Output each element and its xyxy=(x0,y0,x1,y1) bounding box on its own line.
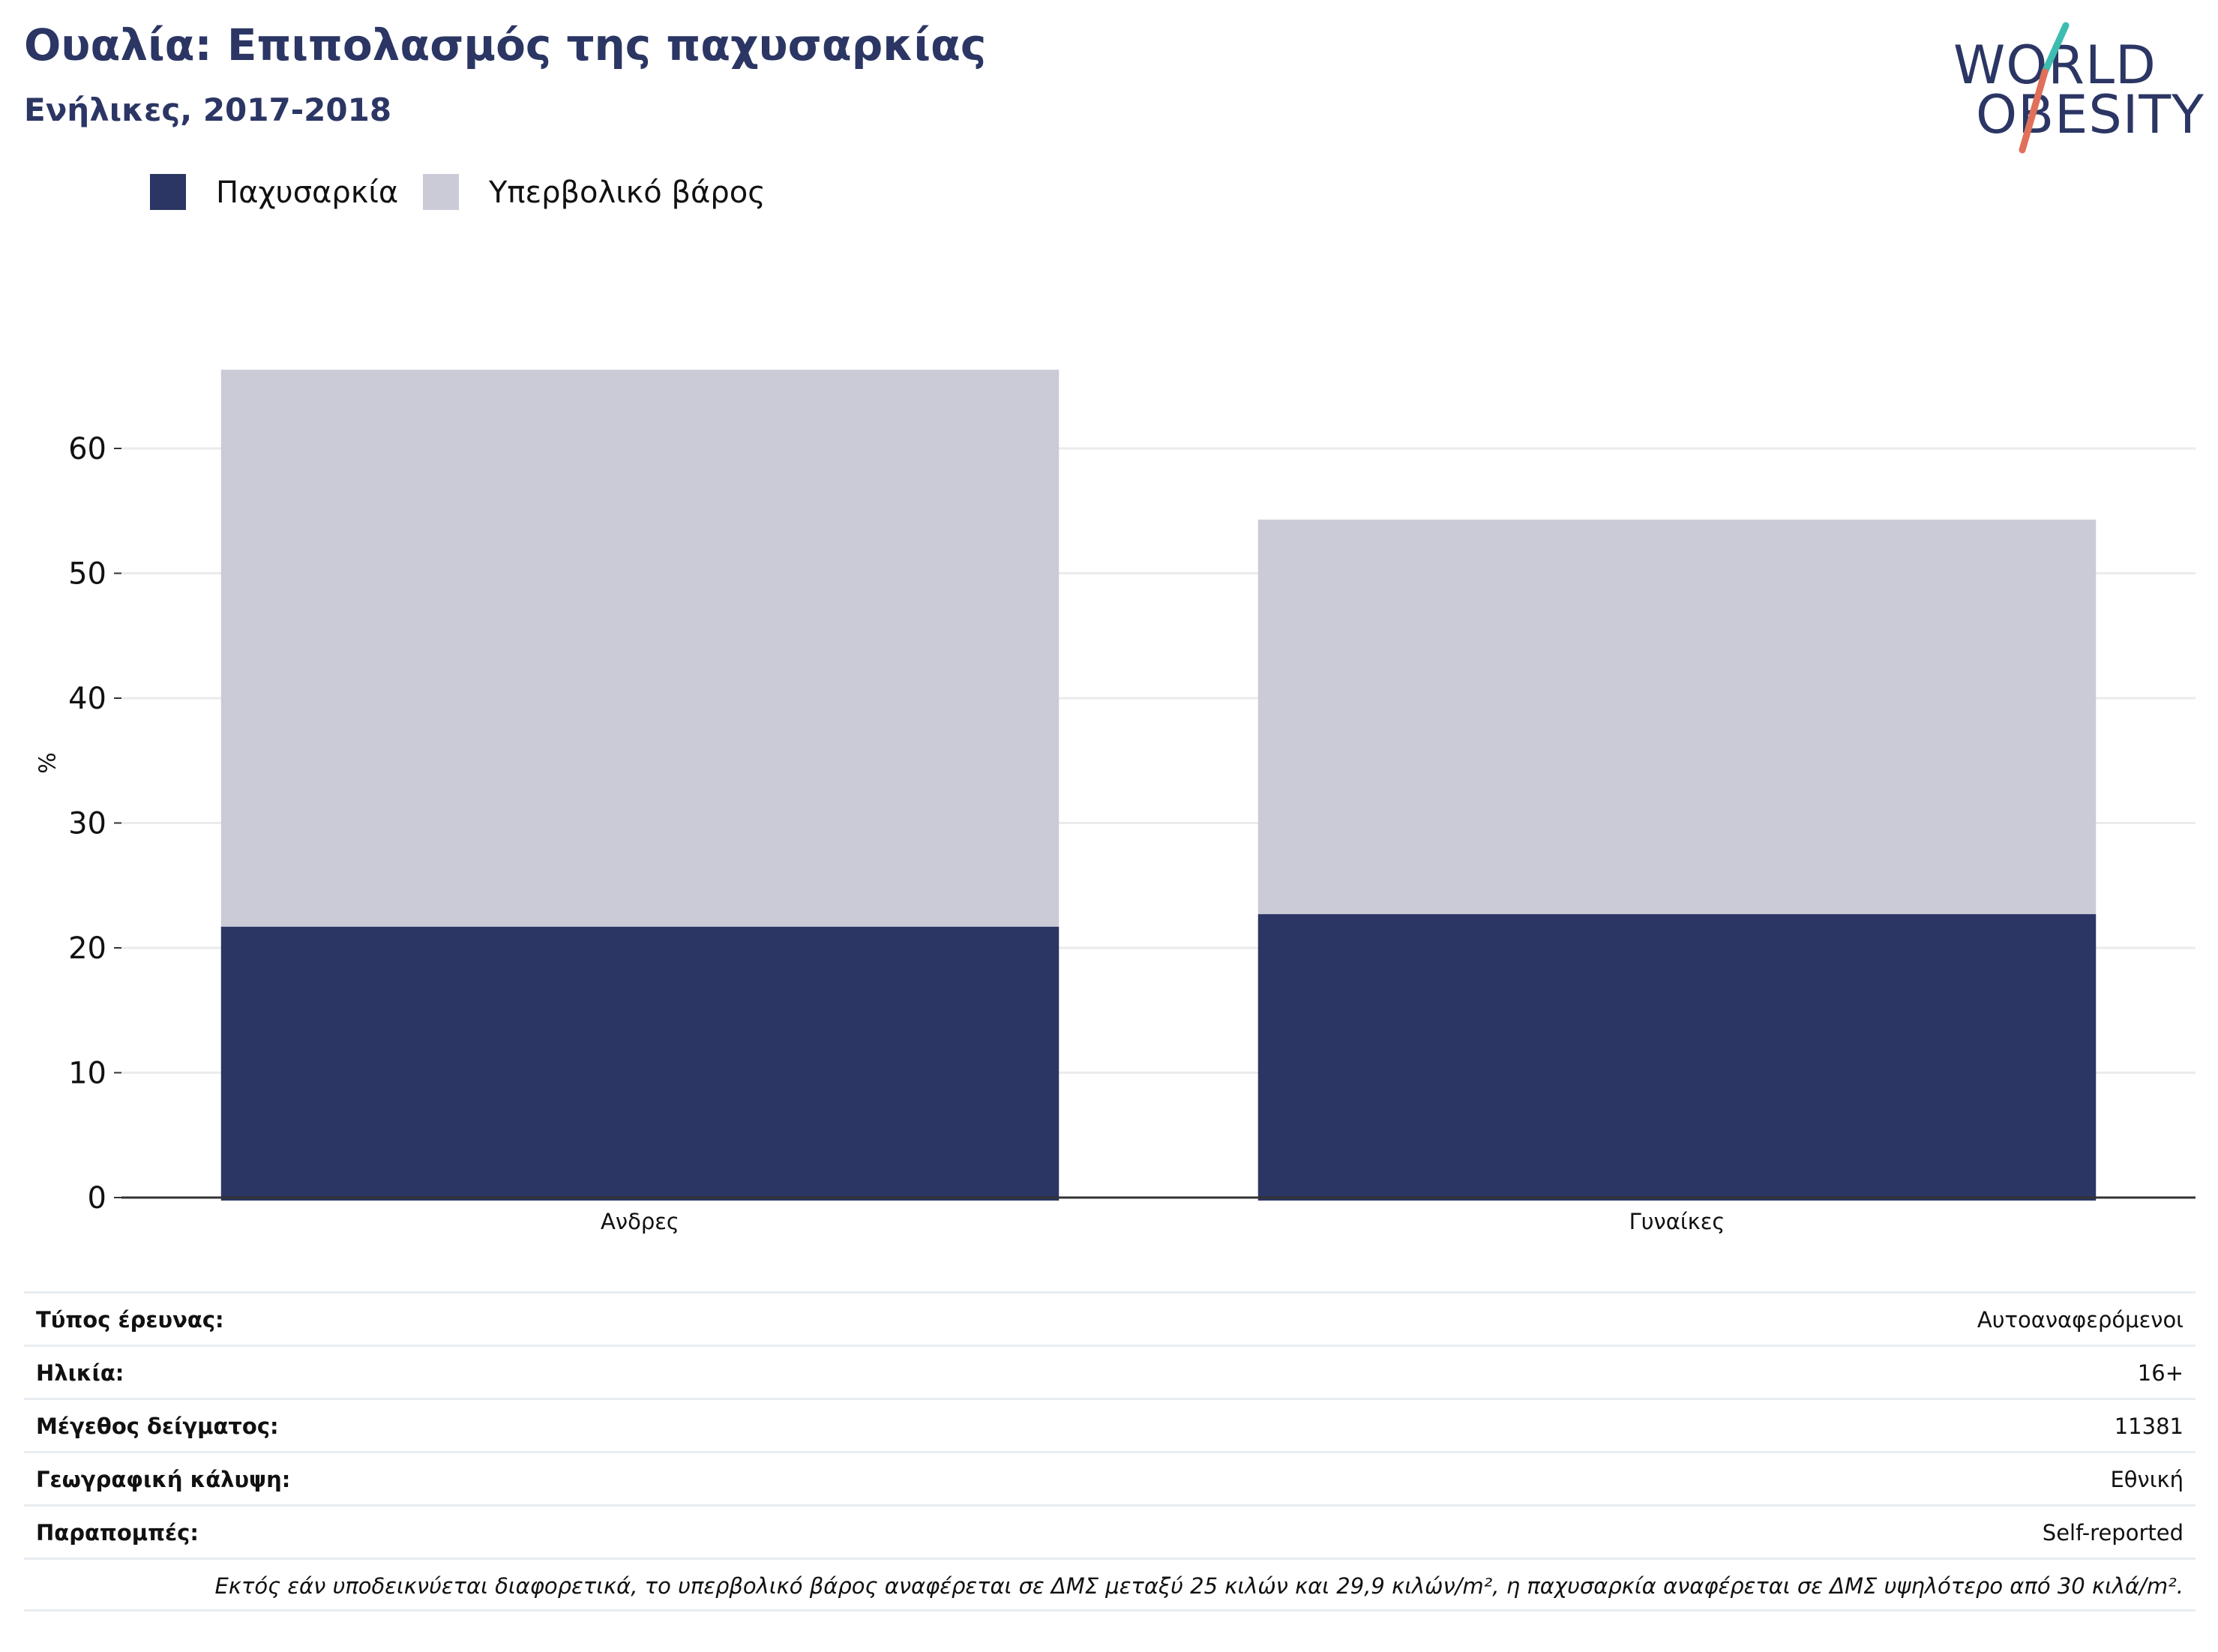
logo-slash-icon xyxy=(2019,22,2070,154)
info-row-sample-size: Μέγεθος δείγματος: 11381 xyxy=(24,1398,2196,1451)
legend-swatch-obesity xyxy=(150,174,186,210)
y-axis-label: % xyxy=(34,752,61,774)
chart-subtitle: Ενήλικες, 2017-2018 xyxy=(24,91,392,128)
info-value: Αυτοαναφερόμενοι xyxy=(1977,1307,2184,1333)
footnote: Εκτός εάν υποδεικνύεται διαφορετικά, το … xyxy=(214,1573,2184,1599)
legend-label-overweight: Υπερβολικό βάρος xyxy=(489,175,766,210)
info-key: Μέγεθος δείγματος: xyxy=(36,1414,279,1439)
y-tick-label: 50 xyxy=(68,557,106,592)
bar-overweight-0 xyxy=(220,370,1060,927)
info-row-coverage: Γεωγραφική κάλυψη: Εθνική xyxy=(24,1451,2196,1504)
logo-line-2: OBESITY xyxy=(1976,84,2205,145)
info-key: Τύπος έρευνας: xyxy=(36,1307,224,1333)
bar-obesity-0 xyxy=(220,926,1060,1201)
y-tick-label: 60 xyxy=(68,432,106,466)
info-value: 16+ xyxy=(2137,1360,2184,1386)
info-row-age: Ηλικία: 16+ xyxy=(24,1345,2196,1398)
info-value: Self-reported xyxy=(2042,1520,2184,1546)
y-tick-label: 40 xyxy=(68,682,106,716)
info-value: 11381 xyxy=(2114,1414,2184,1439)
world-obesity-logo: WORLD OBESITY xyxy=(1953,21,2204,160)
x-tick-label: Ανδρες xyxy=(601,1209,679,1234)
bar-overweight-1 xyxy=(1257,519,2097,915)
info-row-references: Παραπομπές: Self-reported xyxy=(24,1504,2196,1558)
legend-label-obesity: Παχυσαρκία xyxy=(216,175,399,210)
info-row-survey-type: Τύπος έρευνας: Αυτοαναφερόμενοι xyxy=(24,1291,2196,1345)
x-tick-label: Γυναίκες xyxy=(1629,1209,1725,1234)
legend-swatch-overweight xyxy=(423,174,459,210)
survey-info-table: Τύπος έρευνας: Αυτοαναφερόμενοι Ηλικία: … xyxy=(24,1291,2196,1612)
y-tick-label: 0 xyxy=(88,1181,106,1216)
info-value: Εθνική xyxy=(2110,1467,2184,1492)
bar-chart: 0 10 20 30 40 50 60 Ανδρες Γυναίκες xyxy=(68,370,2196,1234)
info-key: Γεωγραφική κάλυψη: xyxy=(36,1467,291,1492)
y-tick-label: 20 xyxy=(68,931,106,966)
footnote-row: Εκτός εάν υποδεικνύεται διαφορετικά, το … xyxy=(24,1558,2196,1612)
bar-obesity-1 xyxy=(1257,914,2097,1201)
y-tick-label: 10 xyxy=(68,1057,106,1091)
y-tick-label: 30 xyxy=(68,807,106,841)
chart-title: Ουαλία: Επιπολασμός της παχυσαρκίας xyxy=(24,19,987,70)
info-key: Παραπομπές: xyxy=(36,1520,199,1546)
info-key: Ηλικία: xyxy=(36,1360,124,1386)
